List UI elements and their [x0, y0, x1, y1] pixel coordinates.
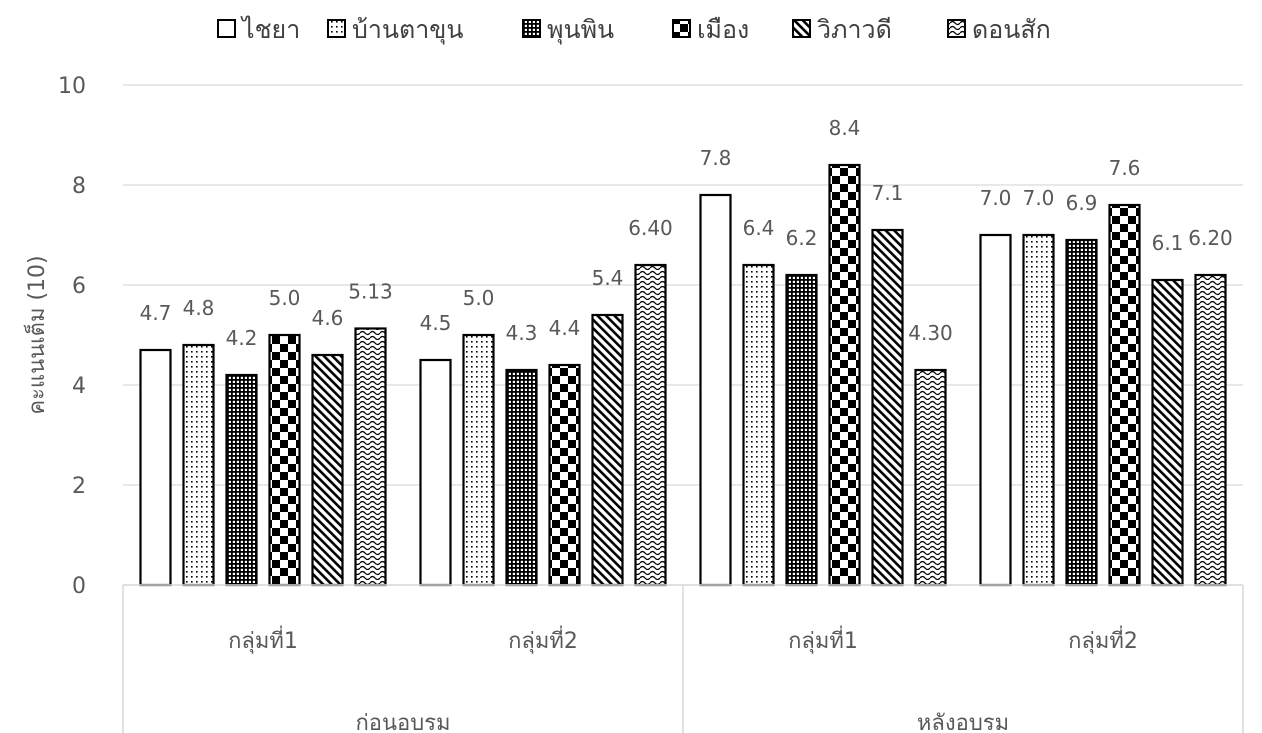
legend-swatch — [327, 19, 346, 38]
data-label: 4.4 — [549, 316, 581, 340]
data-label: 6.4 — [743, 216, 775, 240]
data-label: 5.0 — [463, 286, 495, 310]
legend-label: พุนพิน — [547, 15, 614, 45]
legend-item: ดอนสัก — [947, 15, 1051, 44]
y-axis-label: คะแนนเต็ม (10) — [22, 255, 50, 414]
bar — [268, 333, 301, 587]
bar — [311, 353, 344, 587]
y-tick-label: 4 — [72, 374, 86, 399]
data-label: 4.30 — [908, 321, 953, 345]
data-label: 4.2 — [226, 326, 258, 350]
bar — [914, 368, 947, 587]
data-label: 7.6 — [1109, 156, 1141, 180]
legend-label: บ้านตาขุน — [352, 15, 463, 45]
data-label: 7.0 — [1023, 186, 1055, 210]
legend-item: เมือง — [672, 15, 749, 44]
bar — [785, 273, 818, 587]
bar — [225, 373, 258, 587]
data-label: 6.20 — [1188, 226, 1233, 250]
data-label: 5.4 — [592, 266, 624, 290]
y-tick-label: 2 — [72, 474, 86, 499]
data-label: 7.8 — [700, 146, 732, 170]
data-label: 4.3 — [506, 321, 538, 345]
data-label: 8.4 — [829, 116, 861, 140]
category-label: กลุ่มที่2 — [1068, 625, 1138, 654]
legend-item: วิภาวดี — [792, 15, 892, 44]
data-label: 4.8 — [183, 296, 215, 320]
bar — [139, 348, 172, 587]
bar — [548, 363, 581, 587]
data-label: 7.1 — [872, 181, 904, 205]
category-label: กลุ่มที่2 — [508, 625, 578, 654]
bar — [634, 263, 667, 587]
bar — [742, 263, 775, 587]
data-labels: 4.7 4.8 4.2 5.0 4.65.13 4.5 5.0 4.3 4.4 5.4 6.40 7.… — [140, 116, 1233, 350]
data-label: 7.0 — [980, 186, 1012, 210]
legend-item: ไชยา — [217, 15, 300, 44]
bar — [979, 233, 1012, 587]
group-label: ก่อนอบรม — [355, 711, 450, 733]
x-axis: กลุ่มที่1 กลุ่มที่2 กลุ่มที่1 กลุ่มที่2 ก่อน… — [122, 584, 1244, 733]
bar — [462, 333, 495, 587]
legend-swatch — [217, 19, 236, 38]
data-label: 4.5 — [420, 311, 452, 335]
y-tick-label: 8 — [72, 174, 86, 199]
group-label: หลังอบรม — [917, 711, 1009, 733]
data-label: 4.6 — [312, 306, 344, 330]
y-axis-ticks: 0 2 4 6 8 10 — [58, 74, 86, 599]
legend-swatch — [672, 19, 691, 38]
legend-swatch — [522, 19, 541, 38]
legend-swatch — [947, 19, 966, 38]
bar — [419, 358, 452, 587]
legend-item: บ้านตาขุน — [327, 15, 463, 45]
category-label: กลุ่มที่1 — [788, 625, 858, 654]
data-label: 4.7 — [140, 301, 172, 325]
data-label: 6.40 — [628, 216, 673, 240]
y-tick-label: 10 — [58, 74, 86, 99]
bar — [182, 343, 215, 587]
bar — [1151, 278, 1184, 587]
bar — [1065, 238, 1098, 587]
bar — [354, 327, 387, 587]
category-label: กลุ่มที่1 — [228, 625, 298, 654]
bar — [505, 368, 538, 587]
legend-label: เมือง — [697, 15, 749, 44]
bar — [871, 228, 904, 587]
legend-label: ดอนสัก — [972, 15, 1051, 44]
bar — [699, 193, 732, 587]
legend: ไชยา บ้านตาขุน พุนพิน เมือง วิภาวดี ดอนสัก — [217, 15, 1051, 45]
bar — [828, 163, 861, 587]
data-label: 6.2 — [786, 226, 818, 250]
bar — [1194, 273, 1227, 587]
y-tick-label: 6 — [72, 274, 86, 299]
bar — [591, 313, 624, 587]
y-tick-label: 0 — [72, 574, 86, 599]
data-label: 6.9 — [1066, 191, 1098, 215]
data-label: 5.13 — [348, 280, 393, 304]
data-label: 5.0 — [269, 286, 301, 310]
legend-label: วิภาวดี — [817, 15, 892, 44]
data-label: 6.1 — [1152, 231, 1184, 255]
bars — [139, 163, 1227, 587]
legend-swatch — [792, 19, 811, 38]
legend-item: พุนพิน — [522, 15, 614, 45]
legend-label: ไชยา — [240, 15, 300, 44]
bar — [1022, 233, 1055, 587]
bar — [1108, 203, 1141, 587]
